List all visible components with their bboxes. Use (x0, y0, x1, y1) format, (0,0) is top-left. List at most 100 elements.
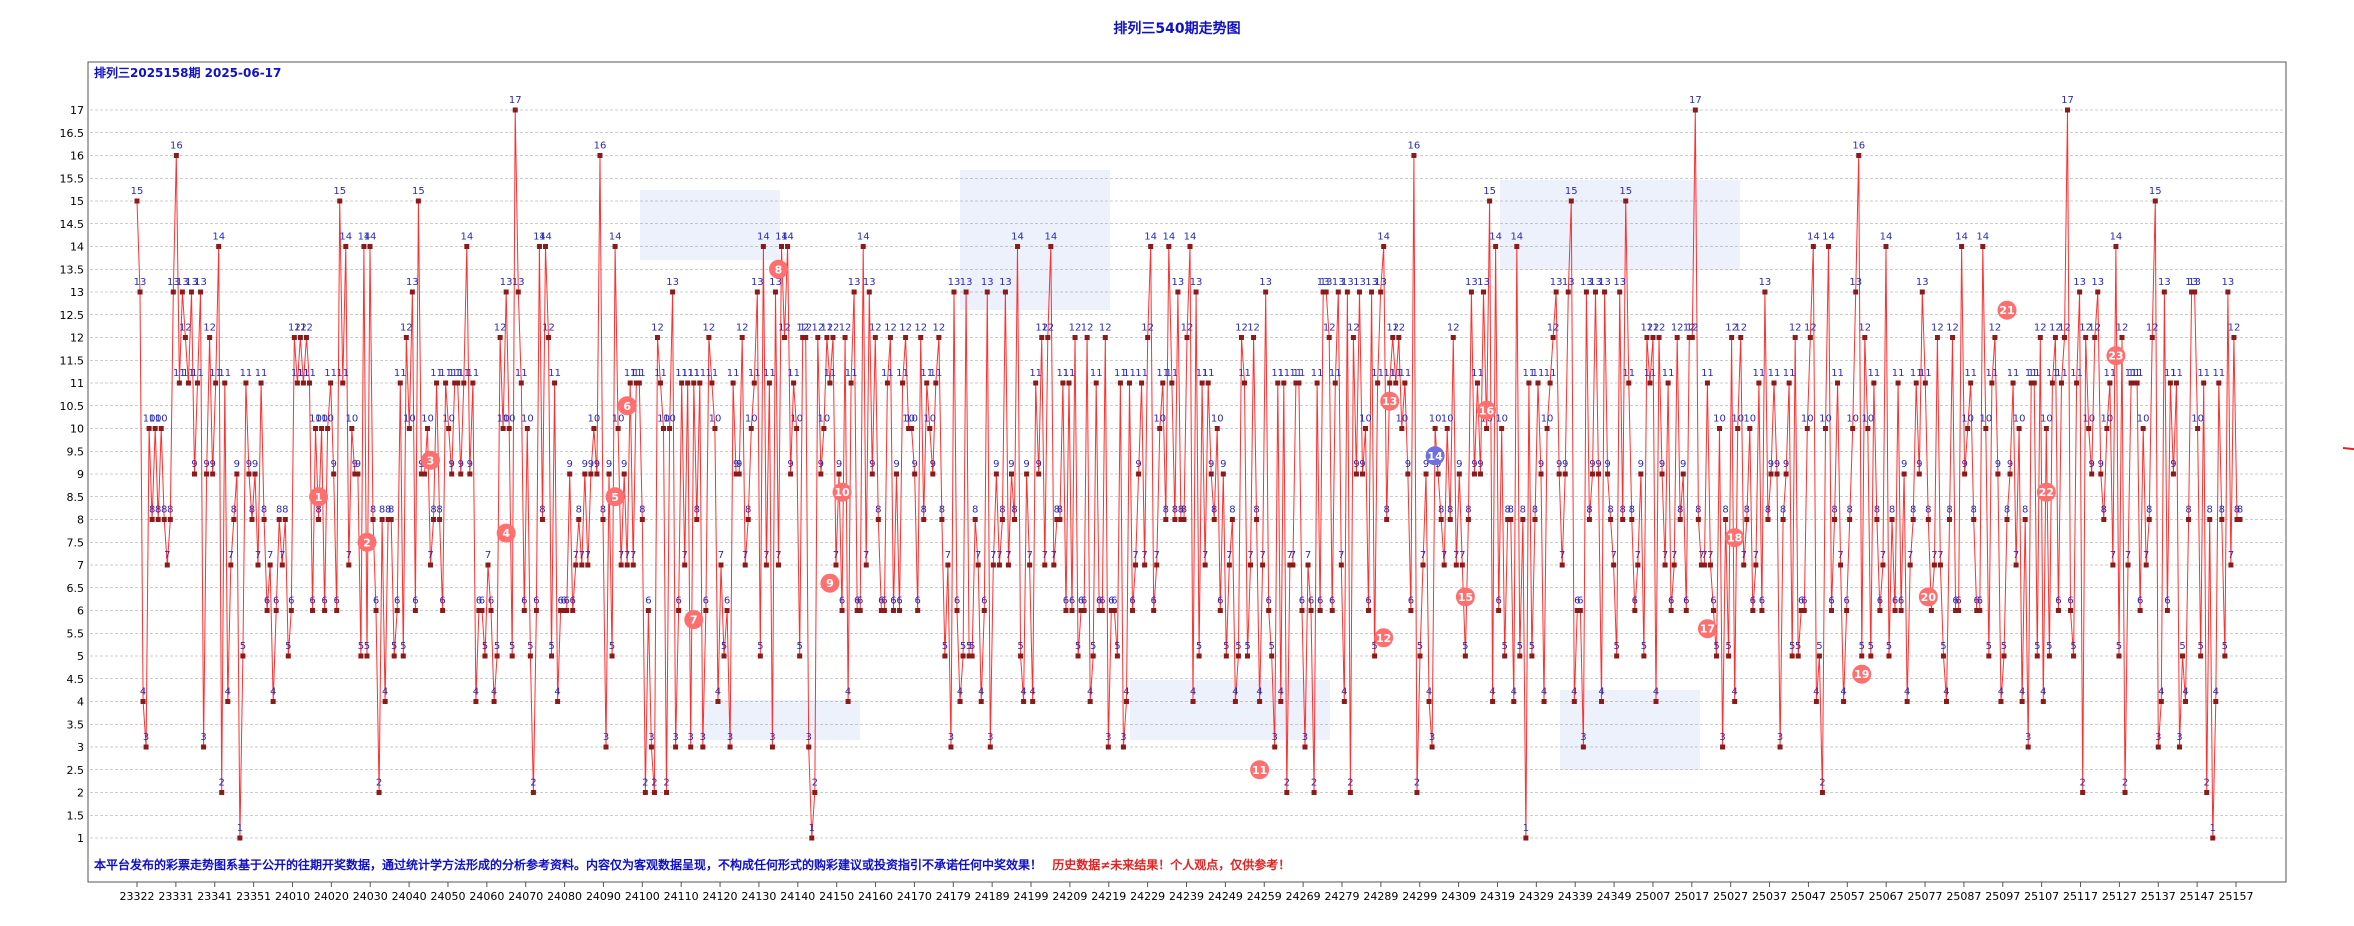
data-label: 8 (276, 505, 282, 516)
data-point (1060, 380, 1066, 386)
data-label: 9 (1995, 459, 2001, 470)
plot-frame (87, 61, 2287, 883)
data-label: 11 (457, 368, 470, 379)
x-tick-label: 23322 (120, 890, 155, 903)
data-label: 11 (1622, 368, 1635, 379)
data-point (591, 426, 597, 431)
data-label: 7 (2110, 550, 2116, 561)
data-point (957, 699, 963, 704)
data-point (1157, 426, 1163, 431)
data-point (1571, 699, 1577, 704)
circled-label: 11 (1250, 760, 1270, 780)
data-point (948, 744, 954, 750)
data-label: 7 (1287, 550, 1293, 561)
circled-label-text: 16 (1479, 404, 1495, 417)
data-point (1133, 562, 1139, 568)
data-label: 9 (418, 459, 424, 470)
data-label: 7 (1937, 550, 1943, 561)
circled-label-badge (1374, 628, 1394, 648)
data-label: 11 (240, 368, 253, 379)
data-point (1341, 699, 1347, 704)
data-point (2004, 517, 2010, 522)
data-point (1284, 790, 1290, 795)
data-point (2201, 380, 2207, 386)
data-point (1508, 517, 1514, 522)
data-point (446, 426, 452, 431)
data-label: 8 (999, 505, 1005, 516)
data-point (2113, 244, 2119, 249)
data-point (839, 608, 845, 613)
data-point (1477, 471, 1483, 477)
data-label: 6 (675, 596, 681, 607)
data-label: 11 (845, 368, 858, 379)
data-label: 13 (1365, 277, 1378, 288)
data-label: 7 (1420, 550, 1426, 561)
data-point (1269, 653, 1275, 659)
data-point (536, 244, 542, 249)
data-label: 9 (1471, 459, 1477, 470)
data-label: 7 (1051, 550, 1057, 561)
data-point (1520, 517, 1526, 522)
data-point (1087, 699, 1093, 704)
data-label: 7 (990, 550, 996, 561)
data-label: 11 (1063, 368, 1076, 379)
data-label: 10 (790, 414, 803, 425)
x-tick-label: 24070 (508, 890, 543, 903)
data-label: 9 (606, 459, 612, 470)
data-point (727, 744, 733, 750)
data-label: 13 (1317, 277, 1330, 288)
data-point (316, 517, 322, 522)
circled-label-badge (820, 573, 840, 593)
data-label: 4 (1541, 687, 1547, 698)
data-point (866, 289, 872, 295)
data-point (1832, 517, 1838, 522)
data-label: 8 (1163, 505, 1169, 516)
circled-label: 22 (2036, 482, 2056, 502)
data-point (1329, 608, 1335, 613)
data-point (1387, 380, 1393, 386)
data-label: 11 (1532, 368, 1545, 379)
data-label: 9 (1353, 459, 1359, 470)
data-point (1193, 289, 1199, 295)
data-point (155, 517, 161, 522)
data-label: 10 (905, 414, 918, 425)
data-point (1753, 562, 1759, 568)
data-label: 11 (748, 368, 761, 379)
data-point (2152, 198, 2158, 204)
x-tick-label: 25127 (2102, 890, 2137, 903)
x-tick-label: 25117 (2063, 890, 2098, 903)
data-label: 12 (869, 323, 882, 334)
data-point (921, 517, 927, 522)
data-point (1272, 744, 1278, 750)
data-label: 11 (303, 368, 316, 379)
data-label: 1 (809, 823, 815, 834)
data-label: 6 (288, 596, 294, 607)
data-label: 11 (1271, 368, 1284, 379)
data-point (219, 790, 225, 795)
data-label: 4 (1511, 687, 1517, 698)
data-point (806, 744, 812, 750)
data-point (1965, 426, 1971, 431)
data-label: 6 (954, 596, 960, 607)
data-point (2074, 380, 2080, 386)
data-point (1596, 471, 1602, 477)
data-label: 11 (1311, 368, 1324, 379)
data-point (1626, 380, 1632, 386)
y-tick-label: 3.5 (67, 718, 85, 731)
data-label: 14 (539, 232, 552, 243)
data-point (954, 608, 960, 613)
data-point (1886, 653, 1892, 659)
data-label: 3 (648, 732, 654, 743)
data-point (2104, 426, 2110, 431)
data-point (1484, 426, 1490, 431)
data-point (1611, 562, 1617, 568)
data-label: 6 (1317, 596, 1323, 607)
data-label: 11 (624, 368, 637, 379)
data-label: 6 (878, 596, 884, 607)
data-point (431, 517, 437, 522)
circled-label: 18 (1725, 528, 1745, 548)
data-label: 7 (1698, 550, 1704, 561)
y-tick-label: 14 (70, 241, 84, 254)
data-point (2052, 335, 2058, 340)
data-label: 7 (742, 550, 748, 561)
